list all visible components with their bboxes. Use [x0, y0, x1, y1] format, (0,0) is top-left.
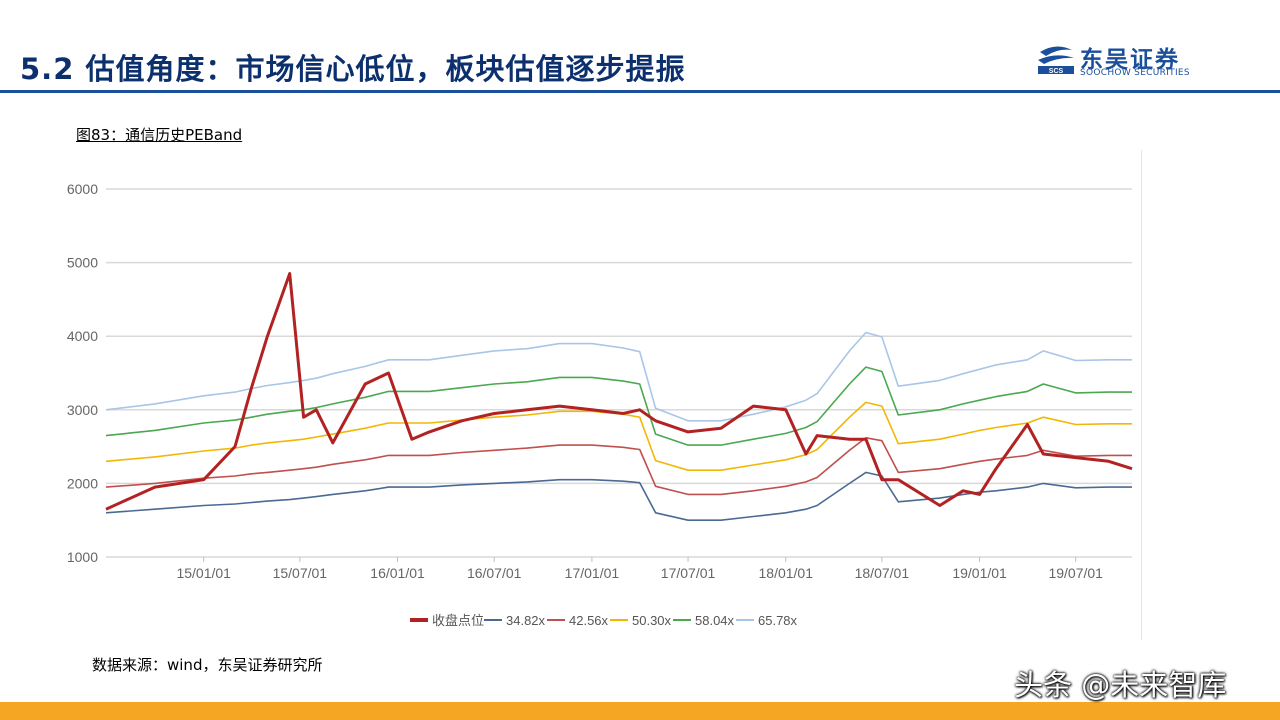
legend-label: 50.30x: [632, 613, 672, 628]
y-tick-label: 3000: [67, 402, 98, 418]
x-tick-label: 18/07/01: [855, 565, 910, 581]
series-line-4: [105, 366, 1132, 446]
legend-label: 42.56x: [569, 613, 609, 628]
header-divider: [0, 90, 1280, 93]
company-logo-english: SOOCHOW SECURITIES: [1080, 68, 1190, 78]
x-tick-label: 17/07/01: [661, 565, 716, 581]
x-tick-label: 17/01/01: [565, 565, 620, 581]
company-logo: SCS 东吴证券 SOOCHOW SECURITIES: [1036, 40, 1236, 80]
series-line-2: [105, 436, 1132, 496]
figure-caption: 图83：通信历史PEBand: [76, 126, 243, 144]
y-tick-label: 2000: [67, 475, 98, 491]
svg-text:SCS: SCS: [1049, 68, 1064, 75]
company-logo-icon: SCS: [1038, 46, 1074, 75]
x-tick-label: 16/01/01: [370, 565, 425, 581]
watermark: 头条 @未来智库: [1014, 668, 1227, 702]
x-tick-label: 15/07/01: [273, 565, 328, 581]
page-title: 5.2 估值角度：市场信心低位，板块估值逐步提振: [20, 52, 686, 86]
company-logo-name: 东吴证券: [1080, 47, 1180, 73]
x-axis: 15/01/01 15/07/01 16/01/01 16/07/01 17/01/01…: [176, 557, 1103, 581]
y-tick-label: 1000: [67, 549, 98, 565]
y-axis: 1000 2000 3000 4000 5000 6000: [67, 181, 98, 565]
chart-gridlines: [106, 188, 1132, 558]
legend-label: 58.04x: [695, 613, 735, 628]
chart-frame-border: [1141, 150, 1142, 640]
x-tick-label: 19/07/01: [1048, 565, 1103, 581]
legend-label: 65.78x: [758, 613, 798, 628]
y-tick-label: 6000: [67, 181, 98, 197]
legend-label: 34.82x: [506, 613, 546, 628]
legend-label: 收盘点位: [432, 613, 484, 628]
series-line-3: [105, 401, 1132, 472]
x-tick-label: 16/07/01: [467, 565, 522, 581]
y-tick-label: 4000: [67, 328, 98, 344]
y-tick-label: 5000: [67, 255, 98, 271]
series-line-0: [105, 272, 1133, 511]
series-line-1: [105, 471, 1132, 522]
series-line-5: [105, 331, 1132, 422]
x-tick-label: 15/01/01: [176, 565, 231, 581]
chart-series: [105, 272, 1133, 522]
footer-bar: [0, 702, 1280, 720]
chart-legend: 收盘点位 34.82x 42.56x 50.30x 58.04x 65.78x: [410, 613, 798, 628]
x-tick-label: 18/01/01: [759, 565, 814, 581]
data-source-note: 数据来源：wind，东吴证券研究所: [92, 656, 323, 674]
x-tick-label: 19/01/01: [952, 565, 1007, 581]
